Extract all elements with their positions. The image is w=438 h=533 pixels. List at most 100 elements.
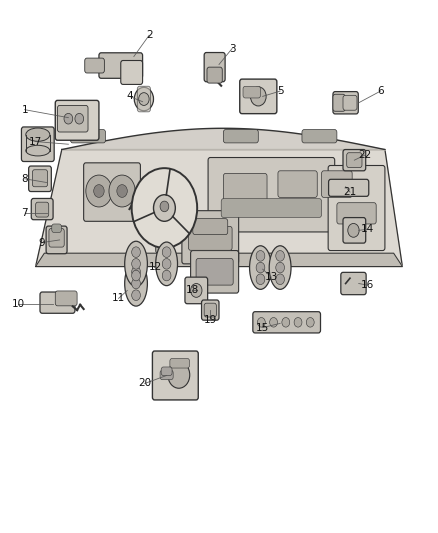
FancyBboxPatch shape: [85, 58, 104, 73]
Circle shape: [132, 290, 141, 301]
Text: 4: 4: [126, 91, 133, 101]
FancyBboxPatch shape: [161, 367, 172, 375]
FancyBboxPatch shape: [343, 95, 357, 110]
FancyBboxPatch shape: [333, 94, 345, 111]
Text: 2: 2: [146, 30, 152, 41]
Circle shape: [139, 93, 149, 106]
Circle shape: [109, 175, 135, 207]
Circle shape: [132, 266, 141, 277]
FancyBboxPatch shape: [328, 165, 385, 251]
Ellipse shape: [26, 128, 50, 141]
Circle shape: [191, 284, 202, 297]
FancyBboxPatch shape: [278, 171, 317, 197]
FancyBboxPatch shape: [193, 219, 228, 235]
FancyBboxPatch shape: [341, 272, 366, 295]
FancyBboxPatch shape: [31, 198, 53, 220]
Text: 17: 17: [29, 136, 42, 147]
Circle shape: [132, 270, 141, 281]
FancyBboxPatch shape: [337, 203, 376, 224]
Text: 18: 18: [186, 286, 199, 295]
Ellipse shape: [26, 146, 50, 156]
Circle shape: [258, 318, 265, 327]
FancyBboxPatch shape: [155, 205, 173, 253]
FancyBboxPatch shape: [240, 79, 277, 114]
FancyBboxPatch shape: [84, 163, 141, 221]
FancyBboxPatch shape: [57, 106, 88, 132]
Polygon shape: [35, 150, 403, 266]
Circle shape: [132, 259, 141, 269]
FancyBboxPatch shape: [253, 312, 321, 333]
Circle shape: [117, 184, 127, 197]
Circle shape: [276, 262, 285, 273]
FancyBboxPatch shape: [32, 169, 48, 187]
Ellipse shape: [250, 246, 272, 289]
Ellipse shape: [125, 261, 148, 306]
Text: 22: 22: [359, 150, 372, 160]
FancyBboxPatch shape: [21, 127, 54, 161]
FancyBboxPatch shape: [46, 226, 67, 254]
FancyBboxPatch shape: [208, 158, 335, 232]
FancyBboxPatch shape: [185, 277, 208, 304]
Circle shape: [132, 247, 141, 257]
Text: 9: 9: [39, 238, 46, 247]
FancyBboxPatch shape: [28, 166, 51, 191]
FancyBboxPatch shape: [55, 291, 77, 306]
FancyBboxPatch shape: [223, 130, 258, 143]
Circle shape: [256, 274, 265, 285]
FancyBboxPatch shape: [201, 300, 219, 320]
Circle shape: [86, 175, 112, 207]
Text: 10: 10: [11, 298, 25, 309]
Circle shape: [294, 318, 302, 327]
Circle shape: [256, 262, 265, 273]
FancyBboxPatch shape: [35, 202, 49, 217]
Text: 11: 11: [112, 293, 125, 303]
Circle shape: [162, 259, 171, 269]
FancyBboxPatch shape: [121, 61, 143, 84]
Circle shape: [168, 362, 190, 388]
FancyBboxPatch shape: [347, 153, 362, 167]
Circle shape: [153, 195, 175, 221]
FancyBboxPatch shape: [243, 86, 261, 98]
Text: 5: 5: [277, 86, 283, 96]
Ellipse shape: [155, 242, 177, 286]
Circle shape: [251, 87, 266, 106]
Circle shape: [270, 318, 278, 327]
FancyBboxPatch shape: [99, 53, 143, 78]
Text: 15: 15: [256, 322, 269, 333]
FancyBboxPatch shape: [138, 86, 150, 112]
Circle shape: [160, 201, 169, 212]
FancyBboxPatch shape: [49, 229, 64, 247]
Text: 14: 14: [361, 224, 374, 235]
FancyBboxPatch shape: [204, 53, 225, 82]
Text: 8: 8: [21, 174, 28, 184]
Circle shape: [276, 274, 285, 285]
FancyBboxPatch shape: [52, 224, 61, 232]
FancyBboxPatch shape: [223, 173, 267, 205]
FancyBboxPatch shape: [343, 150, 366, 171]
FancyBboxPatch shape: [204, 303, 216, 317]
Circle shape: [64, 114, 73, 124]
FancyBboxPatch shape: [196, 259, 233, 285]
Text: 21: 21: [343, 187, 357, 197]
FancyBboxPatch shape: [191, 251, 239, 293]
Circle shape: [162, 247, 171, 257]
Ellipse shape: [269, 246, 291, 289]
Text: 3: 3: [229, 44, 235, 53]
FancyBboxPatch shape: [328, 179, 369, 196]
FancyBboxPatch shape: [182, 211, 239, 264]
Circle shape: [276, 251, 285, 261]
FancyBboxPatch shape: [40, 292, 75, 313]
Circle shape: [282, 318, 290, 327]
Text: 13: 13: [265, 272, 278, 282]
Text: 20: 20: [138, 378, 152, 389]
FancyBboxPatch shape: [152, 351, 198, 400]
FancyBboxPatch shape: [188, 227, 232, 251]
Text: 7: 7: [21, 208, 28, 219]
Circle shape: [132, 168, 197, 248]
Circle shape: [132, 278, 141, 289]
FancyBboxPatch shape: [55, 100, 99, 140]
Text: 12: 12: [149, 262, 162, 271]
FancyBboxPatch shape: [170, 359, 190, 368]
Circle shape: [348, 223, 359, 237]
FancyBboxPatch shape: [221, 199, 321, 217]
